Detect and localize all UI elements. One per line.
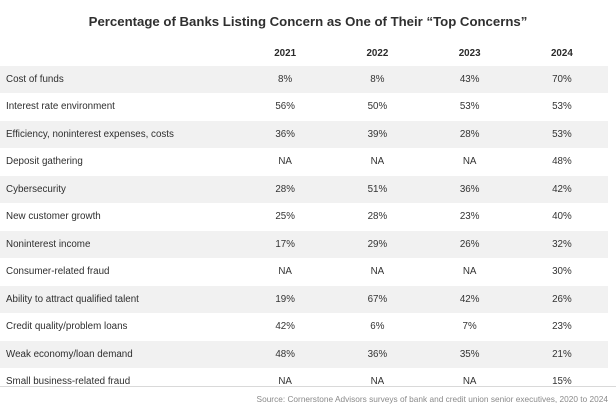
table-cell: NA [239,148,332,176]
table-row: Cost of funds 8% 8% 43% 70% [0,66,608,93]
column-header: 2021 [274,47,297,59]
table-cell: 53% [515,120,608,148]
table-body: Cost of funds 8% 8% 43% 70% Interest rate env… [0,66,608,396]
table-cell: 56% [239,93,332,121]
table-row: Efficiency, noninterest expenses, costs 3… [0,120,608,148]
table-cell: 36% [423,175,516,203]
table-cell: 42% [423,285,516,313]
column-header: 2023 [458,47,481,59]
table-cell: 8% [239,66,332,93]
row-label: Interest rate environment [0,93,239,121]
table-cell: 28% [331,203,424,231]
table-cell: 26% [423,230,516,258]
table-cell: 21% [515,340,608,368]
table-cell: 32% [515,230,608,258]
row-label: Noninterest income [0,230,239,258]
table-cell: 29% [331,230,424,258]
row-label: Credit quality/problem loans [0,313,239,341]
table-cell: 53% [423,93,516,121]
table-cell: NA [239,258,332,286]
table-cell: 30% [515,258,608,286]
table-cell: 17% [239,230,332,258]
table-row: Weak economy/loan demand 48% 36% 35% 21% [0,340,608,368]
table-cell: NA [331,368,424,396]
concerns-table: 2021 2022 2023 2024 Cost of funds 8% 8% 43%… [0,40,608,396]
table-cell: 26% [515,285,608,313]
row-label: New customer growth [0,203,239,231]
table-cell: 42% [515,175,608,203]
row-label: Consumer-related fraud [0,258,239,286]
header-row: 2021 2022 2023 2024 [0,40,608,66]
table-row: New customer growth 25% 28% 23% 40% [0,203,608,231]
table-cell: 23% [515,313,608,341]
table-cell: 43% [423,66,516,93]
row-label: Weak economy/loan demand [0,340,239,368]
header-label-cell [0,40,239,66]
table-cell: 48% [515,148,608,176]
table-cell: NA [423,148,516,176]
table-cell: 36% [239,120,332,148]
table-row: Cybersecurity 28% 51% 36% 42% [0,175,608,203]
table-row: Interest rate environment 56% 50% 53% 53% [0,93,608,121]
table-cell: 7% [423,313,516,341]
row-label: Small business-related fraud [0,368,239,396]
table-cell: 28% [239,175,332,203]
row-label: Efficiency, noninterest expenses, costs [0,120,239,148]
row-label: Cost of funds [0,66,239,93]
table-cell: NA [239,368,332,396]
table-row: Consumer-related fraud NA NA NA 30% [0,258,608,286]
source-divider [0,386,616,387]
table-row: Deposit gathering NA NA NA 48% [0,148,608,176]
row-label: Ability to attract qualified talent [0,285,239,313]
table-cell: NA [423,368,516,396]
row-label: Deposit gathering [0,148,239,176]
table-cell: 35% [423,340,516,368]
table-cell: 51% [331,175,424,203]
table-cell: 67% [331,285,424,313]
table-cell: 8% [331,66,424,93]
table-cell: 39% [331,120,424,148]
table-row: Small business-related fraud NA NA NA 15% [0,368,608,396]
table-cell: 70% [515,66,608,93]
table-cell: 19% [239,285,332,313]
table-cell: 50% [331,93,424,121]
table-cell: 53% [515,93,608,121]
table-cell: 28% [423,120,516,148]
table-cell: 23% [423,203,516,231]
row-label: Cybersecurity [0,175,239,203]
table-cell: 36% [331,340,424,368]
table-row: Ability to attract qualified talent 19% 67… [0,285,608,313]
table-cell: 15% [515,368,608,396]
table-cell: 48% [239,340,332,368]
table-title: Percentage of Banks Listing Concern as O… [88,14,528,29]
column-header: 2024 [550,47,573,59]
table-cell: 42% [239,313,332,341]
table-cell: 25% [239,203,332,231]
table-row: Noninterest income 17% 29% 26% 32% [0,230,608,258]
table-cell: 6% [331,313,424,341]
table-row: Credit quality/problem loans 42% 6% 7% 23% [0,313,608,341]
source-note: Source: Cornerstone Advisors surveys of … [256,394,608,404]
table-cell: NA [331,258,424,286]
table-cell: 40% [515,203,608,231]
table-cell: NA [423,258,516,286]
column-header: 2022 [366,47,389,59]
table-cell: NA [331,148,424,176]
